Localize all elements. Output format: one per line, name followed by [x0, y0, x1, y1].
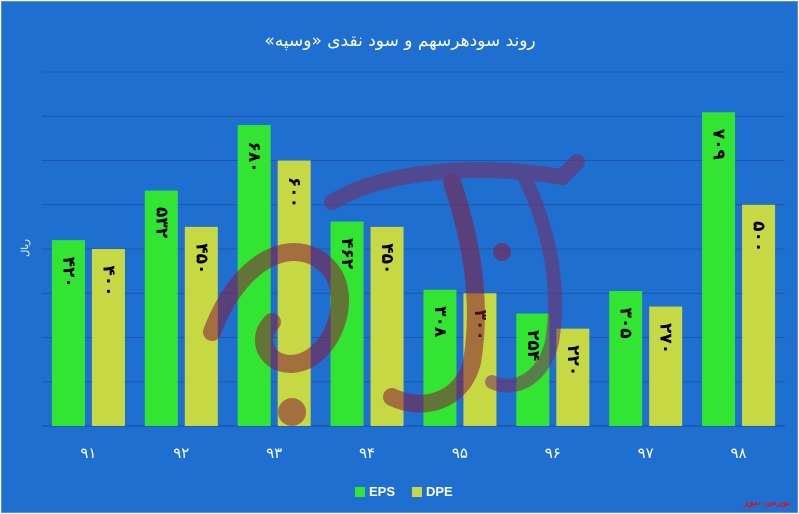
data-label-dpe-7: ۲۷۰	[656, 323, 676, 354]
legend: EPS DPE	[355, 484, 453, 499]
legend-label-dpe: DPE	[426, 484, 453, 499]
x-tick-label: ۹۴	[359, 444, 375, 462]
bar-dpe-6	[556, 328, 590, 426]
bars	[51, 112, 776, 426]
x-tick-label: ۹۶	[545, 444, 561, 462]
data-label-eps-3: ۶۸۰	[244, 142, 264, 173]
data-label-eps-8: ۷۰۹	[709, 129, 729, 161]
legend-swatch-eps	[355, 487, 365, 497]
data-label-dpe-3: ۶۰۰	[284, 177, 304, 208]
x-tick-label: ۹۸	[731, 444, 747, 462]
x-tick-label: ۹۷	[638, 444, 654, 462]
bar-dpe-7	[649, 306, 683, 426]
bar-eps-7	[609, 291, 643, 426]
chart-title: روند سودهرسهم و سود نقدی «وسپه»	[264, 31, 535, 51]
bar-eps-1	[51, 240, 85, 426]
bar-dpe-1	[91, 249, 125, 426]
x-ticks: ۹۱ ۹۲ ۹۳ ۹۴ ۹۵ ۹۶ ۹۷ ۹۸	[80, 444, 746, 462]
x-tick-label: ۹۲	[173, 444, 189, 462]
bar-dpe-8	[742, 204, 776, 426]
data-label-dpe-1: ۴۰۰	[98, 265, 118, 296]
data-label-eps-2: ۵۳۲	[151, 207, 171, 239]
x-tick-label: ۹۵	[452, 444, 468, 462]
x-tick-label: ۹۱	[80, 444, 96, 462]
legend-label-eps: EPS	[369, 484, 395, 499]
bar-eps-8	[702, 112, 736, 426]
data-label-eps-1: ۴۲۰	[58, 257, 78, 288]
x-tick-label: ۹۳	[266, 444, 282, 462]
data-label-dpe-6: ۲۲۰	[563, 345, 583, 376]
data-label-dpe-2: ۴۵۰	[191, 243, 211, 274]
data-label-eps-4: ۴۶۲	[337, 238, 357, 270]
y-axis-label: ریال	[20, 239, 31, 257]
data-label-eps-6: ۲۵۴	[523, 330, 543, 361]
data-label-eps-5: ۳۰۸	[430, 306, 450, 338]
data-label-eps-7: ۳۰۵	[616, 307, 636, 338]
bar-dpe-3	[277, 160, 311, 426]
data-label-dpe-8: ۵۰۰	[749, 221, 769, 252]
legend-swatch-dpe	[412, 487, 422, 497]
data-label-dpe-4: ۴۵۰	[377, 243, 397, 274]
bar-eps-2	[144, 190, 178, 426]
source-credit: بورس نیوز	[743, 498, 791, 508]
